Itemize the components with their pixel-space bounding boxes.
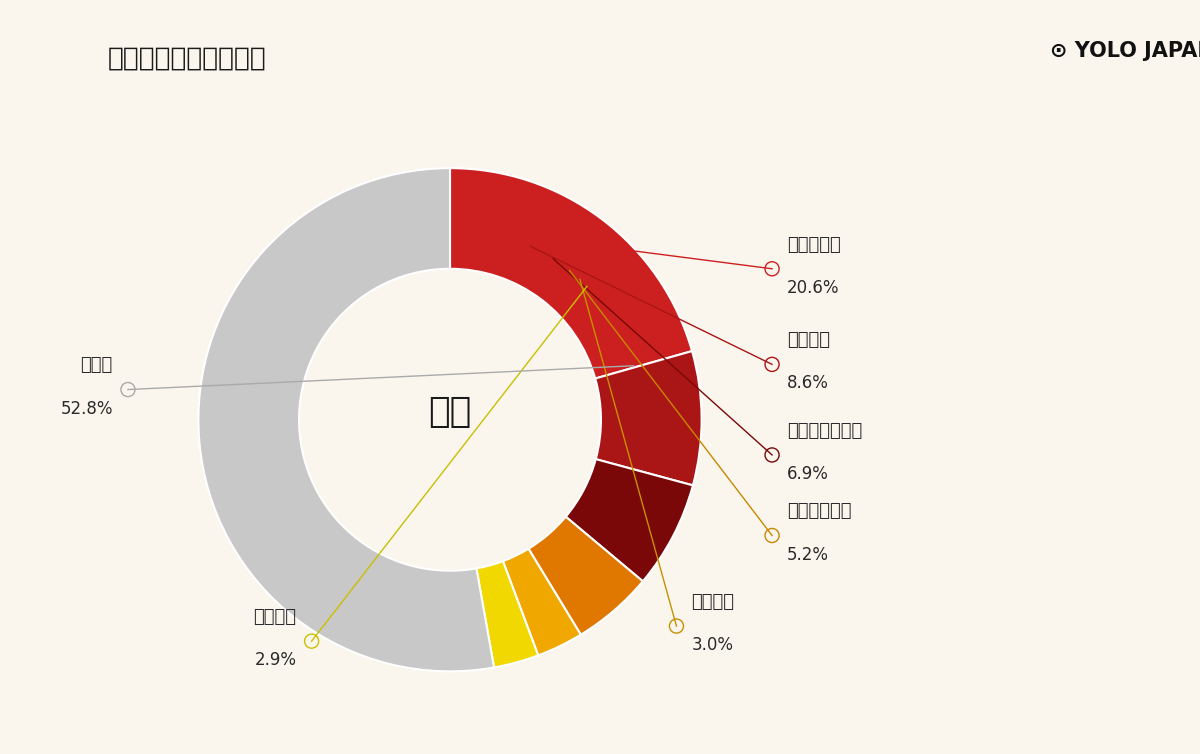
- Text: その他: その他: [80, 357, 113, 375]
- Text: 国籍: 国籍: [428, 395, 472, 429]
- Wedge shape: [198, 168, 494, 671]
- Text: 6.9%: 6.9%: [787, 465, 829, 483]
- Wedge shape: [595, 351, 702, 486]
- Wedge shape: [528, 516, 643, 635]
- Wedge shape: [565, 459, 692, 581]
- Text: 52.8%: 52.8%: [60, 400, 113, 418]
- Text: ベトナム: ベトナム: [691, 593, 734, 611]
- Text: 3.0%: 3.0%: [691, 636, 733, 654]
- Text: 【国籍別】回答者属性: 【国籍別】回答者属性: [108, 45, 266, 71]
- Text: ブラジル: ブラジル: [787, 331, 830, 349]
- Wedge shape: [503, 549, 581, 655]
- Text: フランス: フランス: [253, 608, 296, 626]
- Text: 2.9%: 2.9%: [254, 651, 296, 670]
- Wedge shape: [450, 168, 692, 379]
- Text: 5.2%: 5.2%: [787, 546, 829, 563]
- Text: アメリカ合衆国: アメリカ合衆国: [787, 422, 863, 440]
- Text: 20.6%: 20.6%: [787, 279, 840, 297]
- Text: フィリピン: フィリピン: [787, 236, 841, 253]
- Wedge shape: [476, 561, 538, 667]
- Text: ⊙ YOLO JAPAN: ⊙ YOLO JAPAN: [1050, 41, 1200, 62]
- Text: 8.6%: 8.6%: [787, 375, 829, 392]
- Text: インドネシア: インドネシア: [787, 502, 852, 520]
